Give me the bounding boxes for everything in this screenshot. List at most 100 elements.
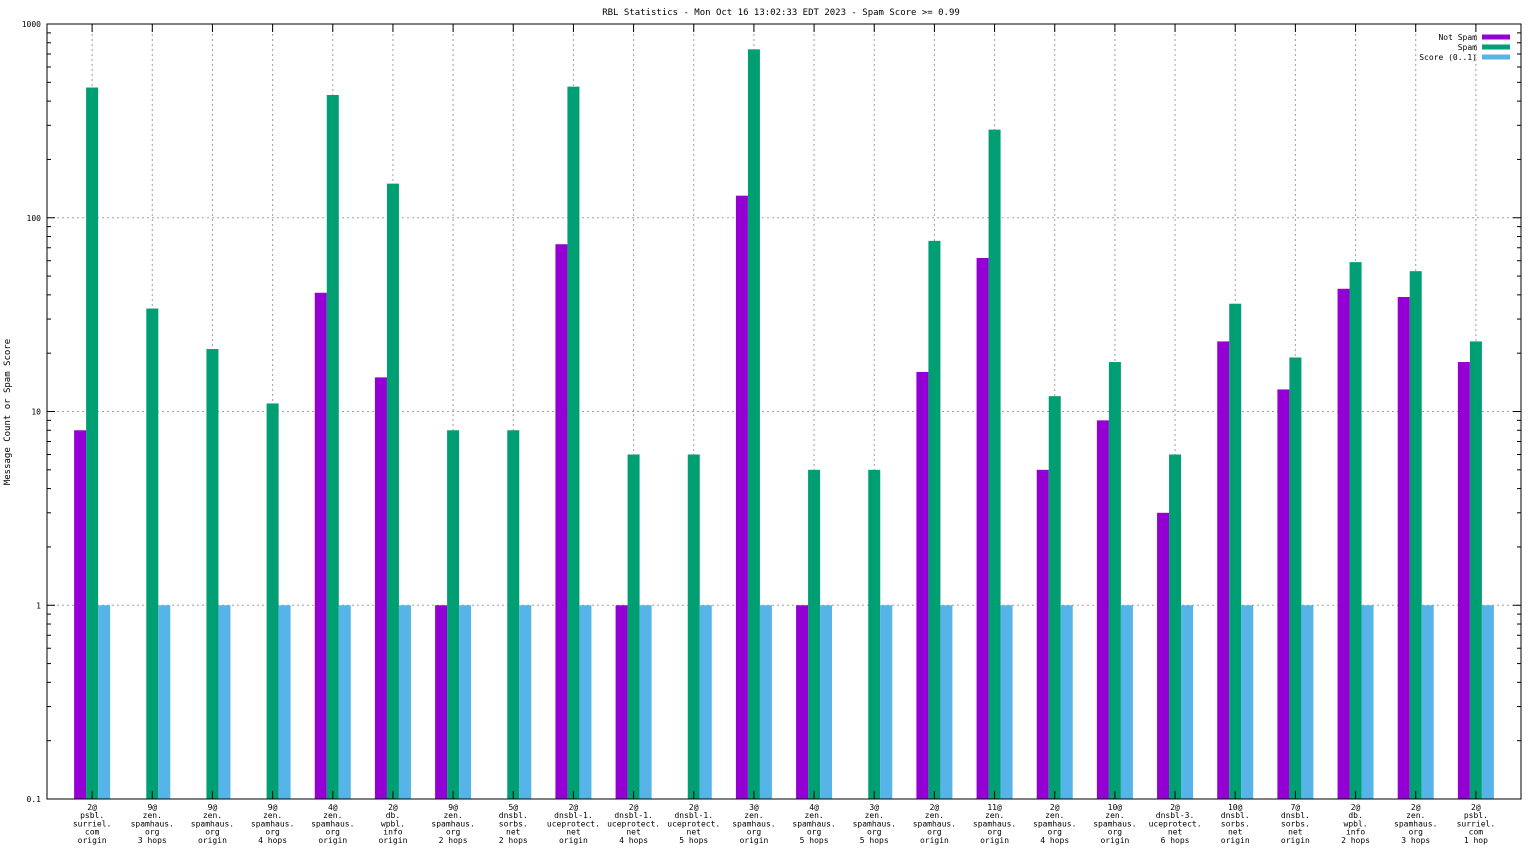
x-tick-label: 2@ db. wpbl. info origin <box>378 803 407 845</box>
legend-swatch <box>1482 54 1510 60</box>
bar-not-spam <box>435 605 448 799</box>
x-tick-label: 5@ dnsbl. sorbs. net 2 hops <box>499 803 528 845</box>
x-tick-label-line: 2 hops <box>499 836 528 845</box>
bar-score-0-1 <box>1301 605 1314 799</box>
x-tick-label-line: 4@ <box>328 803 338 812</box>
x-tick-label-line: origin <box>1281 836 1310 845</box>
bar-spam <box>1229 303 1242 799</box>
bar-not-spam <box>1096 420 1109 799</box>
x-tick-label-line: 2@ <box>1411 803 1421 812</box>
x-tick-label-line: db. <box>1348 811 1362 820</box>
legend-label: Score (0..1) <box>1419 53 1477 62</box>
x-tick-label-line: origin <box>920 836 949 845</box>
x-tick-label-line: 9@ <box>268 803 278 812</box>
x-tick-label-line: 2@ <box>87 803 97 812</box>
x-tick-label-line: net <box>1168 828 1183 837</box>
x-tick-label-line: spamhaus. <box>1033 819 1076 828</box>
bar-not-spam <box>796 605 809 799</box>
x-tick-label: 3@ zen. spamhaus. org origin <box>732 803 775 845</box>
x-tick-label: 2@ psbl. surriel. com origin <box>73 803 112 845</box>
bar-score-0-1 <box>820 605 833 799</box>
x-tick-label-line: spamhaus. <box>973 819 1016 828</box>
x-tick-label-line: origin <box>980 836 1009 845</box>
x-tick-label: 3@ zen. spamhaus. org 5 hops <box>853 803 896 845</box>
bar-spam <box>1048 396 1061 799</box>
bar-score-0-1 <box>699 605 712 799</box>
bar-spam <box>1169 454 1182 799</box>
x-tick-label-line: org <box>446 828 461 837</box>
x-tick-label-line: zen. <box>1406 811 1425 820</box>
x-tick-label-line: 4 hops <box>1040 836 1069 845</box>
x-tick-label-line: spamhaus. <box>251 819 294 828</box>
x-tick-label-line: origin <box>739 836 768 845</box>
x-tick-label: 2@ zen. spamhaus. org 3 hops <box>1394 803 1437 845</box>
x-tick-label: 9@ zen. spamhaus. org 3 hops <box>131 803 174 845</box>
bar-not-spam <box>374 377 387 799</box>
bar-score-0-1 <box>1361 605 1374 799</box>
y-tick-label: 10 <box>31 408 41 417</box>
x-tick-label-line: uceprotect. <box>607 819 660 828</box>
x-tick-label-line: wpbl. <box>1344 819 1368 828</box>
x-tick-label-line: zen. <box>865 811 884 820</box>
x-tick-label-line: dnsbl. <box>1221 811 1250 820</box>
bar-not-spam <box>1397 296 1410 799</box>
x-tick-label-line: zen. <box>143 811 162 820</box>
y-tick-label: 100 <box>27 214 42 223</box>
x-tick-label-line: zen. <box>1045 811 1064 820</box>
legend-label: Spam <box>1458 43 1477 52</box>
x-tick-label-line: surriel. <box>73 819 112 828</box>
x-tick-label-line: 2@ <box>930 803 940 812</box>
x-tick-label-line: 10@ <box>1228 803 1243 812</box>
bar-spam <box>447 430 460 799</box>
bar-score-0-1 <box>1000 605 1013 799</box>
bar-score-0-1 <box>459 605 472 799</box>
x-tick-label-line: db. <box>386 811 400 820</box>
x-tick-label-line: org <box>1048 828 1063 837</box>
x-tick-label-line: 3@ <box>749 803 759 812</box>
bar-not-spam <box>1217 341 1230 799</box>
x-tick-label-line: 9@ <box>208 803 218 812</box>
x-tick-label-line: 2@ <box>1050 803 1060 812</box>
x-tick-label-line: org <box>1108 828 1123 837</box>
x-tick-label-line: net <box>1228 828 1243 837</box>
bar-spam <box>567 86 580 799</box>
bar-not-spam <box>916 371 929 799</box>
x-tick-label: 2@ zen. spamhaus. org 4 hops <box>1033 803 1076 845</box>
x-tick-label-line: net <box>566 828 581 837</box>
bar-spam <box>687 454 700 799</box>
bar-spam <box>1349 262 1362 799</box>
x-tick-label-line: sorbs. <box>499 819 528 828</box>
x-tick-label-line: 2@ <box>689 803 699 812</box>
x-tick-label-line: 2@ <box>569 803 579 812</box>
bar-score-0-1 <box>579 605 592 799</box>
bar-not-spam <box>555 244 568 799</box>
bar-score-0-1 <box>1181 605 1194 799</box>
x-tick-label-line: spamhaus. <box>732 819 775 828</box>
bar-score-0-1 <box>880 605 893 799</box>
x-tick-label-line: spamhaus. <box>792 819 835 828</box>
x-tick-label-line: spamhaus. <box>431 819 474 828</box>
bar-spam <box>988 129 1001 800</box>
x-tick-label-line: info <box>1346 828 1365 837</box>
bar-not-spam <box>976 257 989 799</box>
x-tick-label-line: net <box>687 828 702 837</box>
x-tick-label-line: psbl. <box>80 811 104 820</box>
x-tick-label-line: zen. <box>804 811 823 820</box>
x-tick-label: 7@ dnsbl. sorbs. net origin <box>1281 803 1310 845</box>
x-tick-label-line: info <box>383 828 402 837</box>
x-tick-label-line: sorbs. <box>1281 819 1310 828</box>
y-axis-ticks: 0.1 1 10 100 1000 <box>22 20 1521 804</box>
x-tick-label-line: org <box>1408 828 1423 837</box>
bar-score-0-1 <box>398 605 411 799</box>
bar-not-spam <box>1277 389 1290 799</box>
x-tick-label-line: org <box>326 828 341 837</box>
bar-spam <box>928 240 941 800</box>
x-tick-label-line: 5@ <box>508 803 518 812</box>
x-tick-label-line: 4 hops <box>258 836 287 845</box>
x-tick-label-line: psbl. <box>1464 811 1488 820</box>
x-tick-label-line: org <box>807 828 822 837</box>
x-tick-label-line: origin <box>198 836 227 845</box>
x-tick-label: 2@ dnsbl-1. uceprotect. net origin <box>547 803 600 845</box>
x-tick-label-line: 9@ <box>448 803 458 812</box>
